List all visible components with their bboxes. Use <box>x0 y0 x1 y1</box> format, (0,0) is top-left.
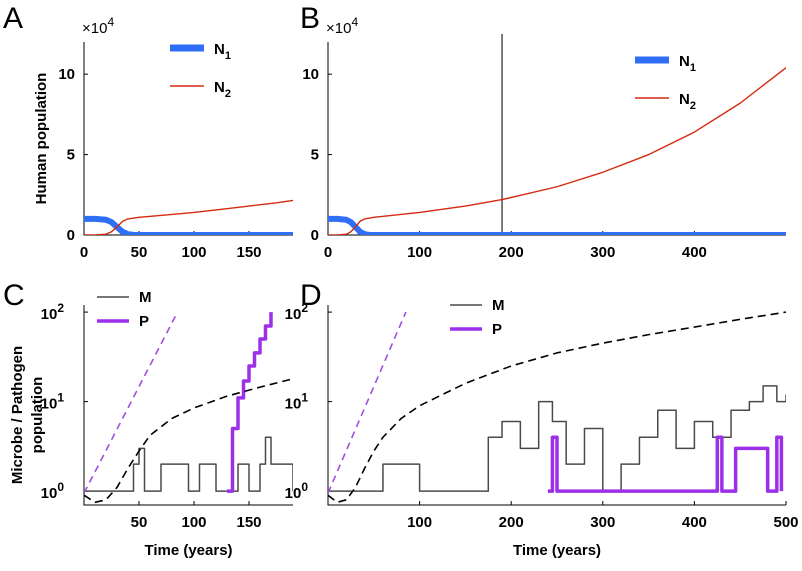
y-tick-label: 10 <box>302 66 319 83</box>
panel-a: A 0 50 100 150 0 5 10 ×104 Human population N1 N2 <box>3 2 293 261</box>
series-n2 <box>84 199 293 235</box>
panel-letter: D <box>300 279 322 312</box>
series-n1 <box>84 215 293 235</box>
series-group <box>84 199 293 235</box>
y-tick-label: 0 <box>311 227 319 244</box>
y-tick-label: 5 <box>311 147 319 164</box>
legend-label-p: P <box>139 313 149 330</box>
x-tick-label: 50 <box>131 514 148 531</box>
panel-letter: B <box>300 2 320 35</box>
y-tick-label: 10 <box>58 66 75 83</box>
x-tick-label: 0 <box>80 244 88 261</box>
axis-lines <box>83 305 293 506</box>
x-tick-label: 50 <box>131 244 148 261</box>
series-group <box>328 311 786 504</box>
x-tick-label: 300 <box>590 244 615 261</box>
x-tick-label: 100 <box>181 514 206 531</box>
x-tick-label: 0 <box>324 244 332 261</box>
legend-label-n1: N1 <box>214 41 231 62</box>
x-tick-label: 100 <box>407 514 432 531</box>
x-tick-label: 500 <box>773 514 798 531</box>
axis-lines <box>83 42 293 236</box>
y-axis-label: Microbe / Pathogen <box>9 346 26 484</box>
x-tick-label: 150 <box>236 244 261 261</box>
panel-letter: C <box>3 279 25 312</box>
x-axis-label: Time (years) <box>144 542 232 559</box>
series-group <box>84 311 293 504</box>
y-axis-label: Human population <box>33 73 50 205</box>
y-tick-label: 101 <box>285 391 309 413</box>
series-p <box>547 435 784 493</box>
legend-label-m: M <box>492 297 505 314</box>
x-tick-label: 300 <box>590 514 615 531</box>
y-tick-label: 102 <box>41 301 65 323</box>
x-axis-label: Time (years) <box>513 542 601 559</box>
series-group <box>328 67 786 235</box>
x-tick-label: 150 <box>236 514 261 531</box>
x-tick-label: 200 <box>499 244 524 261</box>
panel-b: B 0 100 200 300 400 0 5 10 ×104 N1 N2 <box>300 2 786 261</box>
legend-label-n2: N2 <box>679 91 696 112</box>
axis-lines <box>327 42 786 236</box>
y-multiplier: ×104 <box>82 15 114 37</box>
panel-letter: A <box>3 2 23 35</box>
panel-c: C 50 100 150 100 101 102 Microbe / Pathogen popu… <box>3 279 293 559</box>
y-axis-label: population <box>29 377 46 454</box>
panel-d: D 100 200 300 400 500 100 101 102 Time (years) MP <box>285 279 799 559</box>
y-tick-label: 0 <box>67 227 75 244</box>
x-tick-label: 200 <box>499 514 524 531</box>
x-tick-label: 400 <box>682 244 707 261</box>
series-dashed-purple <box>84 311 179 494</box>
y-tick-label: 100 <box>41 480 65 502</box>
x-tick-label: 100 <box>181 244 206 261</box>
y-multiplier: ×104 <box>326 15 358 37</box>
series-m <box>84 436 293 492</box>
legend-label-p: P <box>492 321 502 338</box>
series-dashed-black <box>328 311 786 504</box>
legend-label-m: M <box>139 289 152 306</box>
y-tick-label: 5 <box>67 147 75 164</box>
series-dashed-purple <box>328 311 407 494</box>
x-tick-label: 100 <box>407 244 432 261</box>
series-dashed-black <box>84 377 293 504</box>
axis-lines <box>327 305 786 506</box>
y-tick-label: 100 <box>285 480 309 502</box>
legend-label-n2: N2 <box>214 79 231 100</box>
series-p <box>227 312 273 493</box>
y-tick-label: 101 <box>41 391 65 413</box>
x-tick-label: 400 <box>682 514 707 531</box>
series-n2 <box>328 67 786 235</box>
series-n1 <box>328 215 786 235</box>
y-tick-label: 102 <box>285 301 309 323</box>
legend-label-n1: N1 <box>679 53 696 74</box>
